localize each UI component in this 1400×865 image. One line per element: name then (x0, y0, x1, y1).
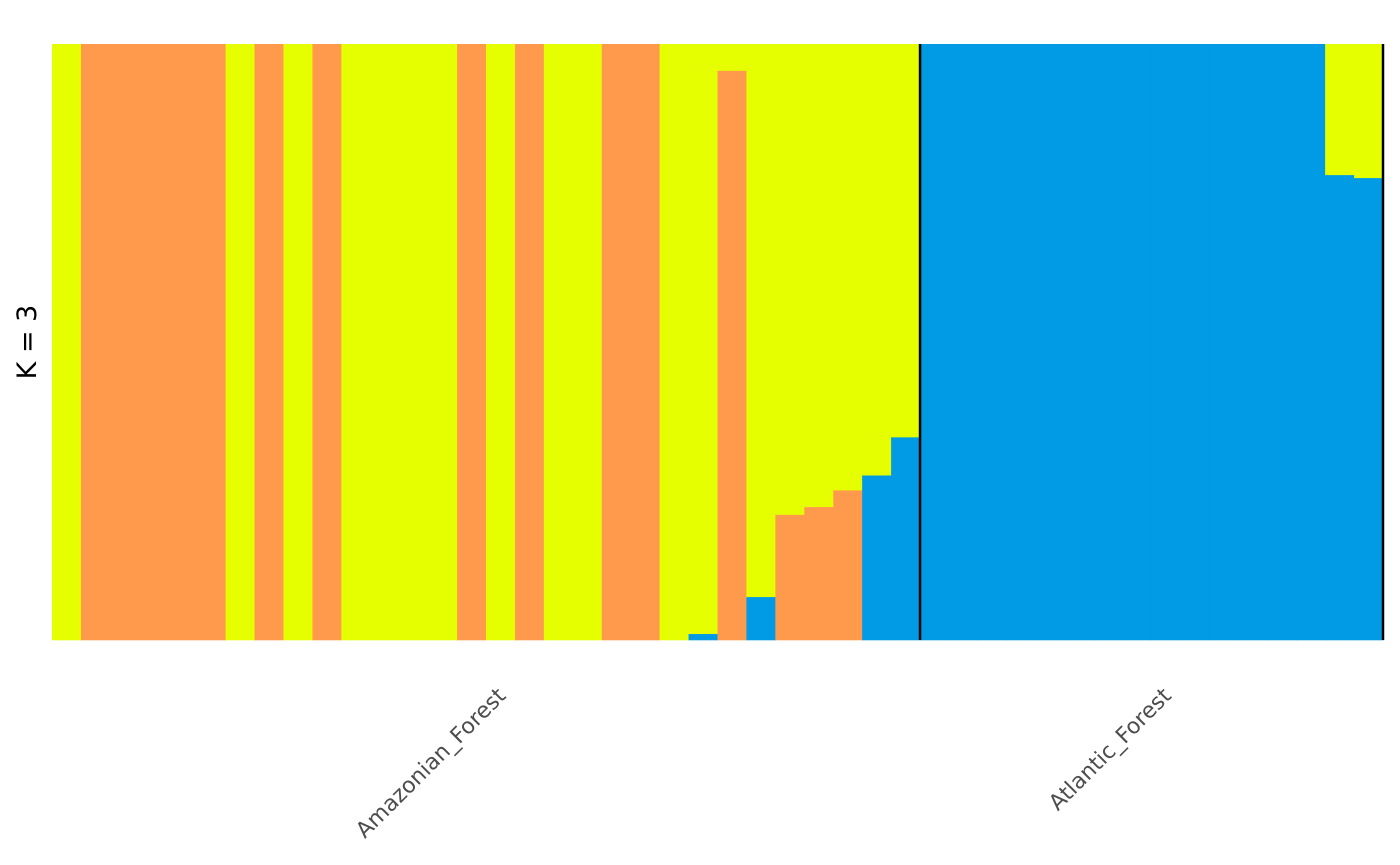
bar-segment-cluster-3 (1122, 44, 1153, 641)
bar-segment-cluster-2 (775, 514, 805, 641)
bar-segment-cluster-3 (1267, 44, 1297, 641)
bar-segment-cluster-1 (225, 44, 256, 641)
bar-segment-cluster-3 (948, 44, 979, 641)
bar-segment-cluster-3 (1006, 44, 1037, 641)
bar-segment-cluster-2 (254, 44, 285, 641)
bar-segment-cluster-1 (804, 44, 834, 508)
bar-segment-cluster-1 (370, 44, 400, 641)
bar-segment-cluster-2 (601, 44, 632, 641)
group-separators (918, 44, 1385, 640)
y-axis-label: K = 3 (12, 305, 43, 380)
bar-segment-cluster-1 (862, 44, 892, 476)
bar-segment-cluster-3 (1035, 44, 1066, 641)
bar-segment-cluster-3 (746, 597, 776, 641)
bar-segment-cluster-2 (312, 44, 342, 641)
bar-segment-cluster-1 (428, 44, 458, 641)
bar-segment-cluster-3 (1180, 44, 1210, 641)
bar-segment-cluster-3 (891, 437, 921, 641)
bar-segment-cluster-1 (717, 44, 748, 72)
bar-segment-cluster-1 (399, 44, 429, 641)
bar-segment-cluster-2 (138, 44, 169, 641)
bar-segment-cluster-2 (457, 44, 487, 641)
bar-segment-cluster-1 (283, 44, 314, 641)
bar-segment-cluster-1 (1354, 44, 1384, 179)
bar-segment-cluster-3 (1325, 175, 1355, 641)
bar-segment-cluster-1 (688, 44, 719, 635)
bar-segment-cluster-3 (1354, 178, 1384, 641)
group-label: Amazonian_Forest (351, 683, 511, 843)
bar-segment-cluster-1 (572, 44, 603, 641)
bar-segment-cluster-2 (804, 507, 834, 641)
bar-segment-cluster-3 (977, 44, 1008, 641)
bars-layer (52, 44, 1384, 641)
bar-segment-cluster-1 (659, 44, 690, 641)
bar-segment-cluster-2 (630, 44, 661, 641)
bar-segment-cluster-2 (167, 44, 198, 641)
bar-segment-cluster-2 (514, 44, 545, 641)
bar-segment-cluster-2 (80, 44, 111, 641)
bar-segment-cluster-2 (196, 44, 227, 641)
bar-segment-cluster-1 (833, 44, 863, 491)
bar-segment-cluster-3 (920, 44, 950, 641)
bar-segment-cluster-1 (1325, 44, 1355, 176)
bar-segment-cluster-2 (717, 70, 748, 641)
bar-segment-cluster-2 (833, 490, 863, 641)
bar-segment-cluster-1 (52, 44, 82, 641)
bar-segment-cluster-1 (891, 44, 921, 438)
group-labels: Amazonian_Forest Atlantic_Forest (351, 683, 1177, 843)
bar-segment-cluster-1 (341, 44, 371, 641)
bar-segment-cluster-2 (109, 44, 140, 641)
bar-segment-cluster-3 (1209, 44, 1239, 641)
bar-segment-cluster-3 (1151, 44, 1182, 641)
bar-segment-cluster-3 (1064, 44, 1095, 641)
group-label: Atlantic_Forest (1044, 683, 1177, 816)
bar-segment-cluster-3 (688, 634, 719, 641)
bar-segment-cluster-3 (862, 475, 892, 641)
bar-segment-cluster-1 (775, 44, 805, 516)
bar-segment-cluster-3 (1296, 44, 1326, 641)
bar-segment-cluster-3 (1238, 44, 1268, 641)
bar-segment-cluster-1 (486, 44, 516, 641)
bar-segment-cluster-1 (543, 44, 574, 641)
bar-segment-cluster-3 (1093, 44, 1124, 641)
bar-segment-cluster-1 (746, 44, 776, 598)
